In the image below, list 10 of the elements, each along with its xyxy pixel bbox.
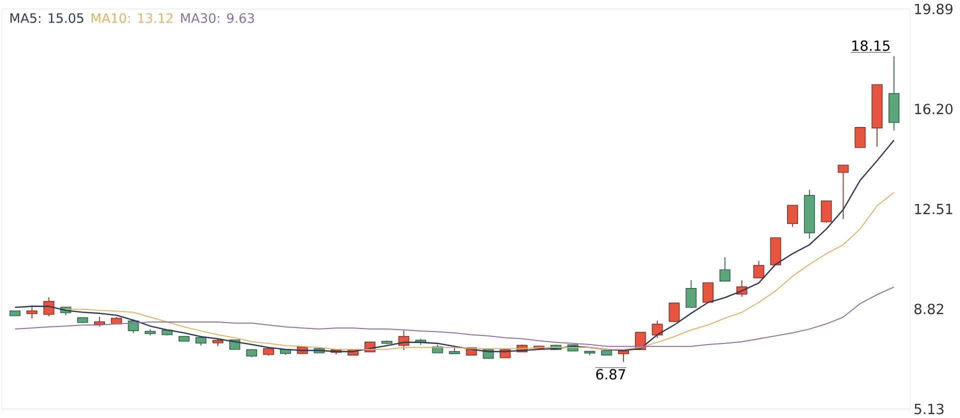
annotation: 18.15 (852, 40, 890, 51)
annotation: 6.87 (596, 369, 626, 380)
y-tick-label: 8.82 (914, 304, 944, 314)
text: MA30: 9.63 (181, 13, 254, 23)
text: MA10: 13.12 (92, 13, 173, 23)
y-tick-label: 19.89 (915, 4, 952, 14)
y-tick-label: 16.20 (915, 104, 953, 114)
text: MA5: 15.05 (10, 13, 84, 23)
y-tick-label: 12.51 (915, 204, 952, 214)
y-tick-label: 5.13 (914, 404, 944, 414)
